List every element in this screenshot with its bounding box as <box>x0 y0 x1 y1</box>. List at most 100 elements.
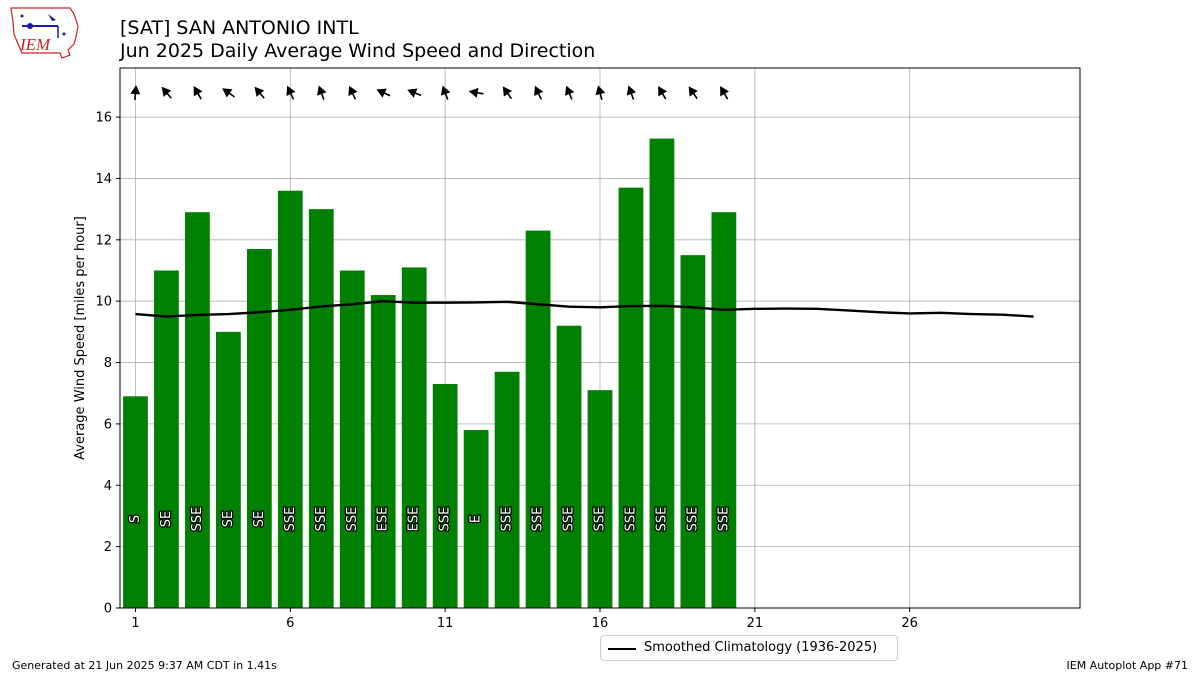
wind-arrow-head <box>468 87 479 98</box>
direction-label: S <box>128 515 143 523</box>
bar <box>587 390 613 608</box>
direction-label: ESE <box>376 507 391 532</box>
wind-arrow-head <box>407 88 418 98</box>
direction-label: SSE <box>562 507 577 532</box>
y-tick-label: 6 <box>104 417 112 432</box>
wind-arrow-head <box>161 86 172 97</box>
y-tick-label: 12 <box>95 233 112 248</box>
generated-timestamp: Generated at 21 Jun 2025 9:37 AM CDT in … <box>12 659 277 672</box>
climatology-line-group <box>135 299 1034 318</box>
wind-arrow <box>626 85 637 100</box>
wind-arrow <box>286 85 296 100</box>
direction-label: SSE <box>531 507 546 532</box>
direction-label: SSE <box>283 507 298 532</box>
wind-arrow <box>468 87 484 98</box>
direction-label: SE <box>252 511 267 527</box>
bar <box>246 249 272 609</box>
wind-arrow <box>688 86 698 100</box>
wind-arrow-head <box>688 86 698 97</box>
bar <box>154 270 179 608</box>
x-tick-label: 16 <box>592 616 609 631</box>
direction-label: SSE <box>190 507 205 532</box>
wind-arrow-head <box>502 86 513 97</box>
wind-arrow-head <box>193 86 203 97</box>
wind-arrow <box>658 86 668 100</box>
y-tick-label: 0 <box>104 602 112 617</box>
wind-arrow <box>376 88 391 98</box>
bar <box>494 371 520 608</box>
bar <box>525 230 551 608</box>
direction-labels: S SE SSE SE SE SSE SSE SSE ESE ESE SSE E SSE SSE SSE SS… <box>127 505 733 532</box>
y-axis-label: Average Wind Speed [miles per hour] <box>73 216 88 460</box>
iem-logo: IEM <box>8 4 82 64</box>
direction-label: SSE <box>345 507 360 532</box>
wind-arrow <box>222 88 235 98</box>
wind-arrow-head <box>130 85 141 95</box>
y-tick-label: 8 <box>104 356 112 371</box>
wind-arrow-head <box>440 85 451 96</box>
y-tick-label: 14 <box>95 172 112 187</box>
bar <box>339 270 365 608</box>
y-tick-label: 2 <box>104 540 112 555</box>
direction-label: SSE <box>500 507 515 532</box>
climatology-line <box>135 299 1034 318</box>
wind-arrow-head <box>348 85 358 97</box>
chart-title: [SAT] SAN ANTONIO INTL <box>120 17 359 39</box>
bar <box>680 255 706 608</box>
wind-arrow <box>130 85 141 101</box>
direction-label: SSE <box>716 507 731 532</box>
direction-label: SSE <box>314 507 329 532</box>
wind-arrows <box>130 85 729 101</box>
bar <box>401 267 427 608</box>
bar <box>216 331 241 608</box>
y-tick-label: 16 <box>95 111 112 126</box>
bar <box>711 212 737 609</box>
x-tick-label: 11 <box>437 616 454 631</box>
wind-arrow-head <box>376 88 387 98</box>
wind-arrow-head <box>222 88 233 98</box>
bar <box>556 325 582 608</box>
bar <box>370 295 396 608</box>
wind-arrow-head <box>534 85 544 97</box>
chart-subtitle: Jun 2025 Daily Average Wind Speed and Di… <box>120 40 596 62</box>
direction-label: ESE <box>407 507 422 532</box>
wind-arrow-head <box>626 85 637 96</box>
direction-label: SSE <box>438 507 453 532</box>
direction-label: SSE <box>654 507 669 532</box>
wind-arrow <box>161 86 172 99</box>
legend-line-swatch <box>608 648 636 650</box>
bar <box>185 212 210 609</box>
wind-arrow-head <box>720 86 729 97</box>
x-tick-label: 26 <box>901 616 918 631</box>
x-tick-label: 1 <box>131 616 139 631</box>
direction-label: E <box>469 515 484 523</box>
wind-arrow <box>720 86 729 100</box>
direction-label: SE <box>221 511 236 527</box>
legend-label: Smoothed Climatology (1936-2025) <box>644 640 878 655</box>
y-tick-label: 10 <box>95 295 112 310</box>
wind-arrow-head <box>658 86 668 97</box>
direction-label: SE <box>159 511 174 527</box>
bar <box>123 396 148 608</box>
wind-arrow <box>254 86 265 99</box>
app-id: IEM Autoplot App #71 <box>1066 659 1189 672</box>
wind-arrow-head <box>595 85 606 96</box>
wind-arrow <box>595 85 606 100</box>
wind-arrow-head <box>317 85 327 96</box>
legend: Smoothed Climatology (1936-2025) <box>600 635 898 661</box>
bar <box>649 138 675 608</box>
y-tick-label: 4 <box>104 479 112 494</box>
bar <box>463 430 489 608</box>
logo-wordmark: IEM <box>19 35 51 54</box>
wind-arrow <box>534 85 544 100</box>
x-tick-label: 21 <box>747 616 764 631</box>
bar <box>618 187 644 608</box>
wind-arrow-head <box>286 85 296 97</box>
wind-arrow <box>193 86 203 100</box>
wind-arrow <box>407 88 422 98</box>
bar <box>277 190 303 608</box>
wind-arrow-head <box>254 86 265 97</box>
wind-arrow <box>317 85 327 100</box>
